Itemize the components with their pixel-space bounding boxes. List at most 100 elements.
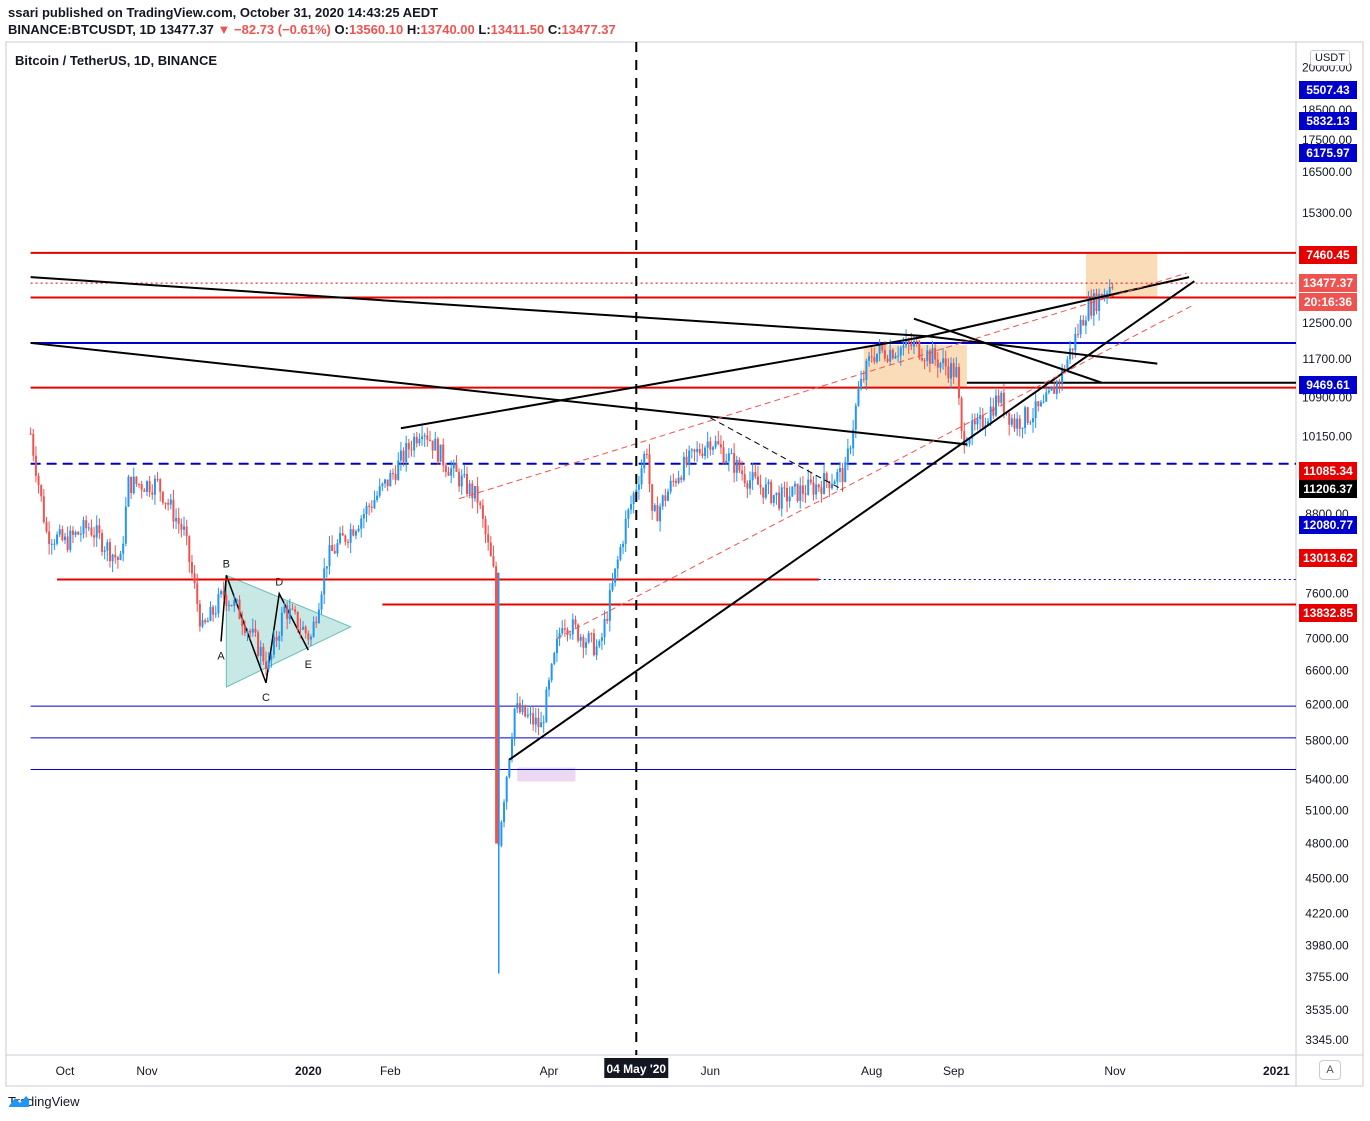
candle bbox=[140, 480, 143, 499]
tradingview-logo-icon bbox=[9, 1096, 29, 1107]
price-badge-label: 11085.34 bbox=[1303, 464, 1353, 478]
ohlc-info: BINANCE:BTCUSDT, 1D 13477.37 ▼ −82.73 (−… bbox=[8, 22, 616, 37]
candle bbox=[746, 480, 749, 499]
candle bbox=[444, 462, 447, 478]
price-badge-label: 9469.61 bbox=[1306, 378, 1350, 392]
candle bbox=[595, 639, 598, 660]
candle bbox=[825, 471, 828, 489]
price-tick-label: 11700.00 bbox=[1302, 352, 1351, 366]
candle bbox=[532, 706, 535, 731]
candle bbox=[653, 503, 656, 513]
candle bbox=[971, 413, 974, 446]
candle bbox=[153, 475, 156, 505]
candle bbox=[574, 615, 577, 628]
candle bbox=[571, 613, 574, 640]
candle bbox=[868, 351, 871, 367]
wave-label-C: C bbox=[262, 692, 270, 704]
candle bbox=[251, 618, 254, 637]
price-tick-label: 3535.00 bbox=[1305, 1003, 1349, 1017]
candle bbox=[58, 524, 61, 538]
candle bbox=[130, 476, 133, 499]
candle bbox=[426, 427, 429, 447]
candle bbox=[357, 525, 360, 533]
candle bbox=[106, 539, 109, 562]
trend-line-0[interactable] bbox=[30, 276, 928, 338]
candle bbox=[79, 526, 82, 542]
candle bbox=[386, 479, 389, 492]
candle bbox=[249, 628, 252, 640]
time-tick-label: 2021 bbox=[1263, 1064, 1290, 1078]
candle bbox=[180, 518, 183, 538]
candle bbox=[238, 595, 241, 620]
candle bbox=[526, 707, 529, 719]
zone-box-0[interactable] bbox=[1085, 253, 1158, 298]
price-badge: 11085.34 bbox=[1299, 462, 1357, 480]
candle bbox=[455, 455, 458, 472]
candle bbox=[45, 516, 48, 534]
candle bbox=[365, 501, 368, 523]
candle bbox=[214, 605, 217, 618]
candle bbox=[1026, 406, 1029, 426]
candle bbox=[378, 478, 381, 498]
price-axis[interactable]: 3345.00 3535.00 3755.00 3980.00 4220.00 4500.… bbox=[1299, 60, 1357, 1047]
candle bbox=[590, 632, 593, 643]
candle bbox=[53, 539, 56, 550]
trend-line-4[interactable] bbox=[926, 276, 1190, 338]
candle bbox=[442, 438, 445, 473]
candle bbox=[212, 604, 215, 622]
wave-label-E: E bbox=[305, 659, 312, 671]
auto-scale-button[interactable]: A bbox=[1319, 1060, 1341, 1080]
zone-box-1[interactable] bbox=[863, 345, 967, 388]
candle bbox=[857, 381, 860, 407]
zone-box-2[interactable] bbox=[517, 767, 576, 782]
price-badge-label: 11206.37 bbox=[1303, 482, 1353, 496]
candle bbox=[37, 472, 40, 494]
candle bbox=[783, 481, 786, 498]
price-badge-label: 20:16:36 bbox=[1304, 295, 1352, 309]
candle bbox=[317, 602, 320, 624]
candle bbox=[259, 640, 262, 667]
candle bbox=[632, 491, 635, 514]
candle bbox=[339, 526, 342, 545]
candle bbox=[608, 583, 611, 632]
trend-line-7[interactable] bbox=[458, 272, 1187, 500]
publish-info: ssari published on TradingView.com, Octo… bbox=[8, 5, 439, 20]
candle bbox=[204, 618, 207, 625]
time-axis[interactable]: Oct Nov 2020 Feb Apr Jun Aug Sep Nov 2021 04 May '… bbox=[56, 1058, 1290, 1078]
candle bbox=[529, 705, 532, 725]
candle bbox=[74, 530, 77, 538]
trend-line-9[interactable] bbox=[710, 417, 843, 491]
candle bbox=[865, 358, 868, 391]
price-tick-label: 16500.00 bbox=[1302, 165, 1352, 179]
candle bbox=[820, 481, 823, 503]
candle bbox=[1000, 390, 1003, 406]
candle bbox=[735, 455, 738, 482]
candle bbox=[114, 545, 117, 564]
trend-line-2[interactable] bbox=[30, 341, 967, 446]
price-badge-label: 5832.13 bbox=[1306, 114, 1350, 128]
candle bbox=[585, 637, 588, 656]
currency-button[interactable]: USDT bbox=[1310, 50, 1350, 66]
candle bbox=[875, 353, 878, 364]
candle bbox=[352, 525, 355, 537]
candle bbox=[280, 606, 283, 642]
candle bbox=[384, 478, 387, 488]
candle bbox=[786, 481, 789, 513]
candle bbox=[156, 471, 159, 483]
candle bbox=[283, 601, 286, 614]
candle bbox=[698, 443, 701, 456]
candle bbox=[838, 461, 841, 483]
trend-line-5[interactable] bbox=[913, 317, 1103, 384]
candle bbox=[873, 347, 876, 365]
candle bbox=[897, 346, 900, 362]
candle bbox=[241, 611, 244, 636]
candle bbox=[1066, 356, 1069, 372]
candle bbox=[682, 451, 685, 482]
candle bbox=[391, 468, 394, 480]
trend-line-3[interactable] bbox=[400, 335, 928, 430]
price-tick-label: 4800.00 bbox=[1305, 837, 1349, 851]
trend-line-1[interactable] bbox=[927, 335, 1158, 365]
candle bbox=[122, 536, 125, 562]
trend-line-6[interactable] bbox=[508, 280, 1195, 761]
